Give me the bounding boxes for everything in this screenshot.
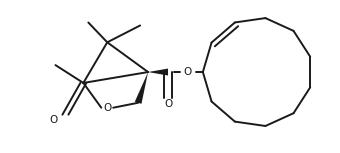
Text: O: O [164,99,172,109]
Text: O: O [49,115,57,125]
Text: O: O [103,103,112,113]
Polygon shape [148,69,168,76]
Text: O: O [184,67,192,77]
Polygon shape [135,72,148,104]
